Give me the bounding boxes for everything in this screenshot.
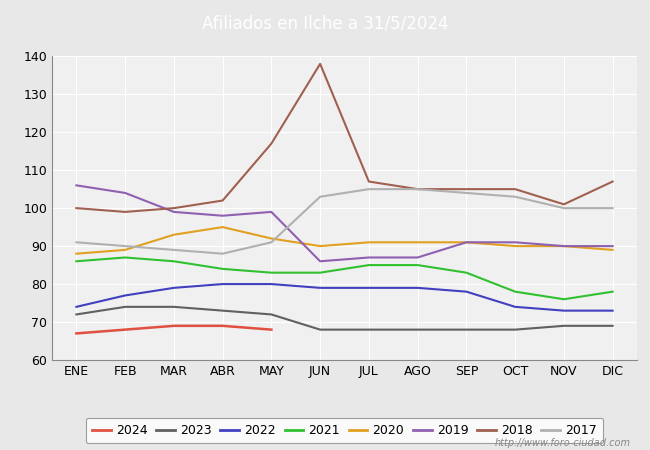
Text: Afiliados en Ilche a 31/5/2024: Afiliados en Ilche a 31/5/2024 xyxy=(202,14,448,33)
Text: http://www.foro-ciudad.com: http://www.foro-ciudad.com xyxy=(495,438,630,448)
Legend: 2024, 2023, 2022, 2021, 2020, 2019, 2018, 2017: 2024, 2023, 2022, 2021, 2020, 2019, 2018… xyxy=(86,418,603,443)
